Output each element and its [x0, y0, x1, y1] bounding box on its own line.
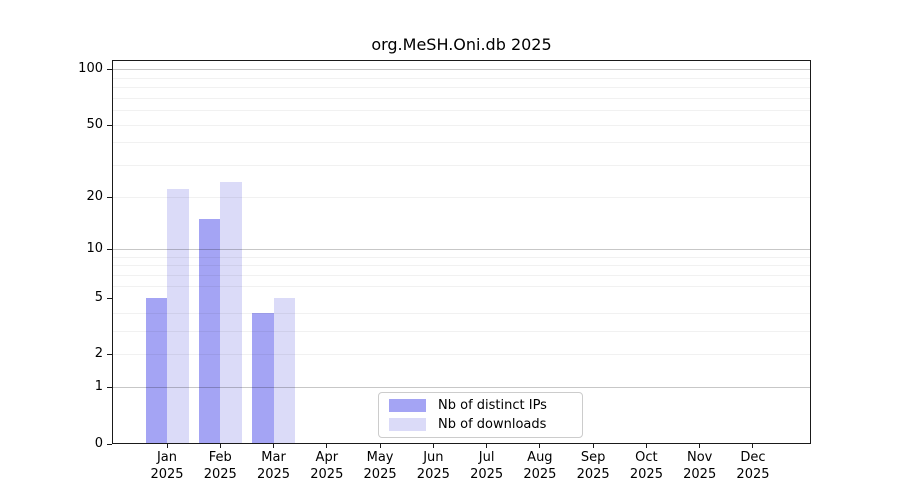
y-tick-label: 10	[86, 240, 103, 256]
legend-item-downloads: Nb of downloads	[389, 417, 572, 434]
y-tick-label: 1	[94, 379, 103, 395]
y-tick-label: 2	[94, 346, 103, 362]
bar-distinct-ips-feb	[198, 218, 221, 444]
x-tick-year: 2025	[470, 467, 504, 482]
gridline-minor	[112, 354, 811, 356]
gridline-major	[112, 69, 811, 71]
x-tick-label: May 2025	[348, 449, 412, 483]
gridline-minor	[112, 77, 811, 79]
x-tick	[699, 444, 701, 448]
x-tick	[219, 444, 221, 448]
x-tick-label: Feb 2025	[188, 449, 252, 483]
x-tick-label: Apr 2025	[295, 449, 359, 483]
x-tick-label: Sep 2025	[561, 449, 625, 483]
y-tick	[107, 248, 112, 250]
x-tick-label: Aug 2025	[508, 449, 572, 483]
x-tick-year: 2025	[150, 467, 184, 482]
x-tick	[752, 444, 754, 448]
gridline-minor	[112, 285, 811, 287]
x-tick	[645, 444, 647, 448]
bar-distinct-ips-mar	[252, 312, 274, 444]
x-tick-year: 2025	[629, 467, 663, 482]
y-tick-label: 0	[94, 435, 103, 451]
x-tick-label: Jan 2025	[135, 449, 199, 483]
x-tick-label: Jul 2025	[455, 449, 519, 483]
x-tick-year: 2025	[363, 467, 397, 482]
x-tick	[166, 444, 168, 448]
legend: Nb of distinct IPs Nb of downloads	[378, 392, 583, 438]
legend-label-distinct-ips: Nb of distinct IPs	[438, 397, 547, 413]
x-tick	[486, 444, 488, 448]
gridline-minor	[112, 331, 811, 333]
gridline-minor	[112, 124, 811, 126]
x-tick-year: 2025	[736, 467, 770, 482]
gridline-minor	[112, 312, 811, 314]
x-tick	[273, 444, 275, 448]
y-tick	[107, 298, 112, 300]
x-tick-year: 2025	[576, 467, 610, 482]
y-tick	[107, 387, 112, 389]
x-tick	[432, 444, 434, 448]
y-tick	[107, 124, 112, 126]
gridline-minor	[112, 142, 811, 144]
gridline-major	[112, 248, 811, 250]
y-tick-label: 100	[78, 61, 103, 77]
x-tick-label: Jun 2025	[401, 449, 465, 483]
x-tick	[592, 444, 594, 448]
y-tick	[107, 443, 112, 445]
y-tick-label: 50	[86, 116, 103, 132]
x-tick-year: 2025	[256, 467, 291, 482]
gridline-minor	[112, 256, 811, 258]
x-tick-year: 2025	[310, 467, 344, 482]
gridline-minor	[112, 265, 811, 267]
bar-downloads-mar	[273, 298, 296, 444]
y-tick-label: 20	[86, 188, 103, 204]
gridline-minor	[112, 86, 811, 88]
x-tick-label: Nov 2025	[668, 449, 732, 483]
gridline-minor	[112, 110, 811, 111]
gridline-minor	[112, 196, 811, 198]
bar-distinct-ips-jan	[145, 298, 167, 444]
x-tick-year: 2025	[523, 467, 557, 482]
x-tick-year: 2025	[416, 467, 450, 482]
x-tick	[326, 444, 328, 448]
gridline-minor	[112, 164, 811, 166]
y-tick	[107, 196, 112, 198]
x-tick-year: 2025	[203, 467, 237, 482]
legend-item-distinct-ips: Nb of distinct IPs	[389, 397, 572, 414]
y-tick	[107, 354, 112, 356]
bar-downloads-jan	[167, 189, 189, 444]
x-tick-label: Oct 2025	[614, 449, 678, 483]
y-tick	[107, 69, 112, 71]
gridline-major	[112, 387, 811, 389]
x-tick-label: Mar 2025	[242, 449, 306, 483]
x-tick-year: 2025	[683, 467, 717, 482]
y-tick-label: 5	[94, 290, 103, 306]
gridline-minor	[112, 274, 811, 276]
x-tick	[539, 444, 541, 448]
x-tick-label: Dec 2025	[721, 449, 785, 483]
bar-downloads-feb	[220, 182, 242, 444]
gridline-minor	[112, 97, 811, 99]
downloads-swatch	[389, 418, 426, 432]
distinct-ips-swatch	[389, 398, 426, 412]
legend-label-downloads: Nb of downloads	[438, 417, 547, 433]
chart-title: org.MeSH.Oni.db 2025	[371, 35, 552, 54]
x-tick	[379, 444, 381, 448]
